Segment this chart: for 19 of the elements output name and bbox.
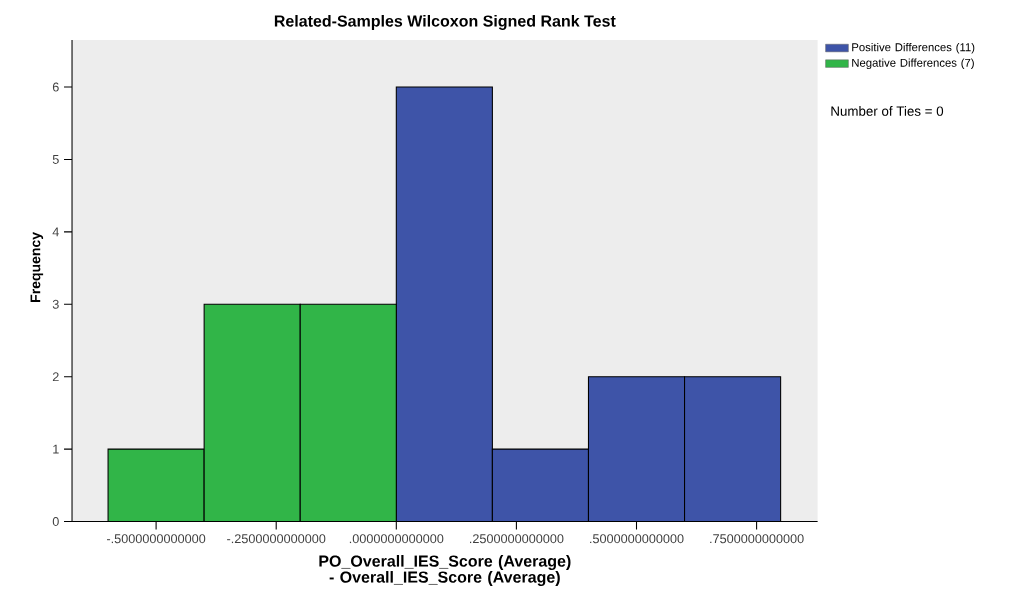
y-tick-label: 6 bbox=[52, 82, 59, 92]
x-tick-label: .5000000000000 bbox=[590, 534, 684, 544]
x-tick-label: -.5000000000000 bbox=[106, 534, 206, 544]
text: Number of Ties = 0 bbox=[831, 106, 944, 117]
x-axis-title: PO_Overall_IES_Score (Average) - Overall_IES_Score (Average) bbox=[319, 555, 571, 587]
x-tick-label: -.2500000000000 bbox=[227, 534, 326, 544]
x-tick-label: .7500000000000 bbox=[710, 534, 804, 544]
y-tick-label: 5 bbox=[52, 155, 59, 165]
x-tick-label: .2500000000000 bbox=[469, 534, 564, 544]
y-tick-label: 0 bbox=[52, 517, 59, 527]
y-tick-label: 1 bbox=[53, 444, 59, 454]
y-tick-label: 2 bbox=[52, 372, 59, 382]
y-axis-title: Frequency bbox=[30, 232, 44, 303]
chart-title: Related-Samples Wilcoxon Signed Rank Test bbox=[274, 15, 616, 31]
legend-label: Negative Differences (7) bbox=[852, 58, 974, 70]
y-tick-label: 4 bbox=[52, 227, 59, 237]
legend-label: Positive Differences (11) bbox=[852, 43, 975, 54]
y-tick-label: 3 bbox=[52, 300, 59, 310]
x-tick-label: .0000000000000 bbox=[349, 534, 444, 544]
